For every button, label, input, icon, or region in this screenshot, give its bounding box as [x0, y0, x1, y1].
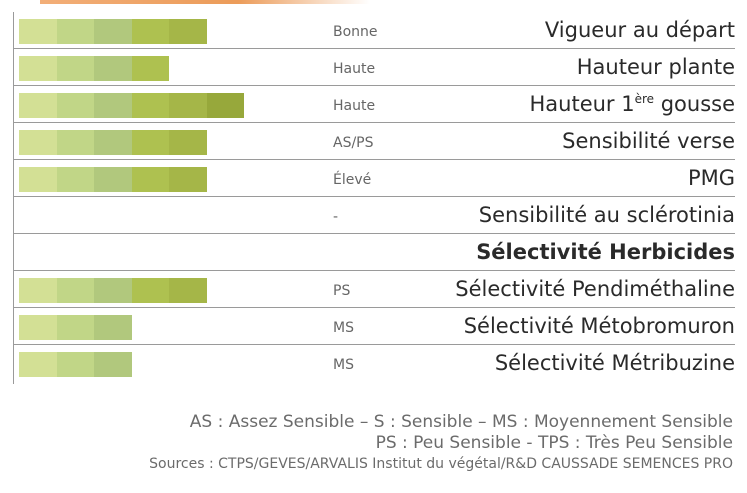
legend-line-abbreviations: AS : Assez Sensible – S : Sensible – MS …: [189, 412, 733, 432]
rating-value: PS: [333, 283, 351, 299]
rating-bar: [19, 167, 207, 192]
rating-segment: [19, 167, 57, 192]
rating-value: Élevé: [333, 172, 372, 188]
rating-segment: [169, 19, 207, 44]
rating-segment: [56, 130, 94, 155]
rating-segment: [19, 130, 57, 155]
rating-segment: [19, 278, 57, 303]
rating-segment: [94, 19, 132, 44]
row-label-tail: gousse: [654, 92, 735, 116]
rating-value: AS/PS: [333, 135, 374, 151]
table-row: Haute Hauteur 1ère gousse: [13, 86, 735, 123]
rating-segment: [131, 93, 169, 118]
rating-segment: [206, 93, 244, 118]
rating-bar: [19, 19, 207, 44]
rating-segment: [19, 56, 57, 81]
rating-segment: [56, 19, 94, 44]
row-label: Sensibilité au sclérotinia: [478, 203, 735, 227]
row-label: Hauteur plante: [576, 55, 735, 79]
table-left-rule: [13, 12, 14, 384]
rating-value: Haute: [333, 98, 376, 114]
table-row: MS Sélectivité Métribuzine: [13, 345, 735, 382]
rating-segment: [94, 167, 132, 192]
table-row: Haute Hauteur plante: [13, 49, 735, 86]
table-row: Sélectivité Herbicides: [13, 234, 735, 271]
rating-segment: [19, 93, 57, 118]
rating-bar: [19, 315, 132, 340]
row-label: Sélectivité Métobromuron: [463, 314, 735, 338]
table-row: PS Sélectivité Pendiméthaline: [13, 271, 735, 308]
rating-bar: [19, 93, 244, 118]
rating-segment: [169, 93, 207, 118]
row-label: Sélectivité Métribuzine: [494, 351, 735, 375]
rating-segment: [56, 167, 94, 192]
rating-segment: [94, 56, 132, 81]
legend-line-abbreviations-2: PS : Peu Sensible - TPS : Très Peu Sensi…: [375, 433, 733, 453]
rating-segment: [56, 352, 94, 377]
characteristics-table: Bonne Vigueur au départ Haute Hauteur pl…: [13, 12, 735, 382]
rating-value: MS: [333, 320, 354, 336]
section-heading: Sélectivité Herbicides: [476, 240, 735, 264]
rating-segment: [169, 130, 207, 155]
rating-segment: [169, 167, 207, 192]
rating-segment: [19, 352, 57, 377]
rating-value: MS: [333, 357, 354, 373]
rating-segment: [94, 130, 132, 155]
rating-segment: [131, 19, 169, 44]
row-label: Hauteur 1ère gousse: [529, 92, 735, 116]
rating-segment: [94, 315, 132, 340]
rating-segment: [131, 56, 169, 81]
table-row: MS Sélectivité Métobromuron: [13, 308, 735, 345]
rating-segment: [56, 278, 94, 303]
rating-segment: [19, 315, 57, 340]
rating-bar: [19, 56, 169, 81]
row-label: Sensibilité verse: [562, 129, 735, 153]
rating-segment: [94, 352, 132, 377]
rating-segment: [19, 19, 57, 44]
rating-segment: [94, 93, 132, 118]
table-row: - Sensibilité au sclérotinia: [13, 197, 735, 234]
rating-value: Haute: [333, 61, 376, 77]
row-label: Sélectivité Pendiméthaline: [455, 277, 735, 301]
rating-segment: [94, 278, 132, 303]
rating-bar: [19, 352, 132, 377]
row-label-superscript: ère: [634, 92, 655, 106]
table-row: AS/PS Sensibilité verse: [13, 123, 735, 160]
row-label: PMG: [687, 166, 735, 190]
row-label: Vigueur au départ: [544, 18, 735, 42]
rating-segment: [56, 93, 94, 118]
row-label-main: Hauteur 1: [529, 92, 635, 116]
legend-notes: AS : Assez Sensible – S : Sensible – MS …: [149, 412, 733, 474]
rating-value: Bonne: [333, 24, 378, 40]
rating-segment: [56, 315, 94, 340]
rating-segment: [169, 278, 207, 303]
table-row: Bonne Vigueur au départ: [13, 12, 735, 49]
table-row: Élevé PMG: [13, 160, 735, 197]
rating-bar: [19, 278, 207, 303]
top-accent-strip: [40, 0, 370, 4]
legend-sources: Sources : CTPS/GEVES/ARVALIS Institut du…: [149, 456, 733, 472]
rating-segment: [56, 56, 94, 81]
rating-segment: [131, 130, 169, 155]
rating-segment: [131, 278, 169, 303]
rating-value: -: [333, 209, 339, 225]
rating-segment: [131, 167, 169, 192]
rating-bar: [19, 130, 207, 155]
